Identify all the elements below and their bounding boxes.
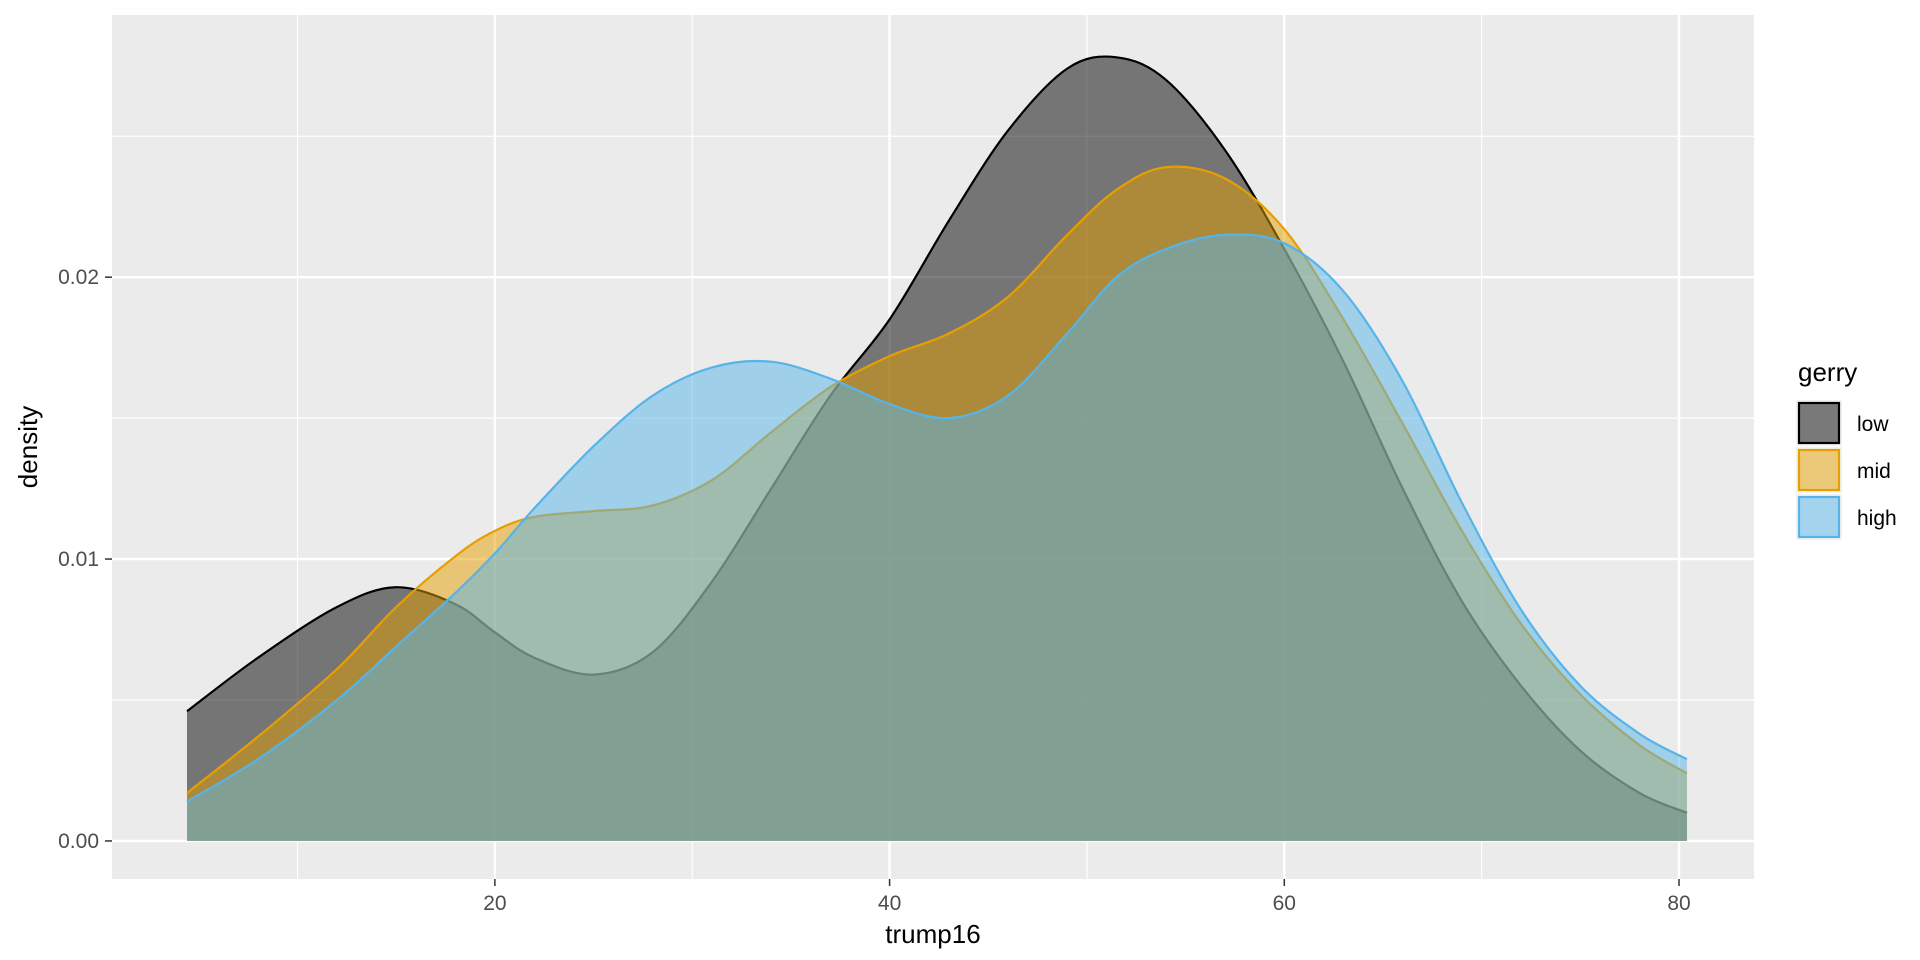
legend-key-mid (1797, 448, 1841, 492)
legend-label-low: low (1857, 413, 1889, 436)
y-tick-label: 0.00 (58, 830, 99, 853)
legend-label-high: high (1857, 507, 1897, 530)
density-line-high (186, 233, 1688, 803)
x-tick-label: 20 (483, 892, 506, 915)
y-tick-label: 0.01 (58, 548, 99, 571)
x-axis-title: trump16 (885, 919, 980, 949)
legend-key-high (1797, 495, 1841, 539)
y-axis-title: density (13, 406, 43, 488)
legend: gerry low mid high (1796, 357, 1897, 540)
x-tick-label: 40 (878, 892, 901, 915)
legend-label-mid: mid (1857, 460, 1891, 483)
y-tick-label: 0.02 (58, 266, 99, 289)
density-area-high (187, 234, 1687, 841)
x-tick-label: 60 (1273, 892, 1296, 915)
axes: 20 40 60 80 0.00 0.01 0.02 (58, 266, 1691, 915)
legend-key-low (1797, 401, 1841, 445)
x-tick-label: 80 (1667, 892, 1690, 915)
density-series (186, 55, 1688, 841)
legend-title: gerry (1798, 357, 1857, 387)
